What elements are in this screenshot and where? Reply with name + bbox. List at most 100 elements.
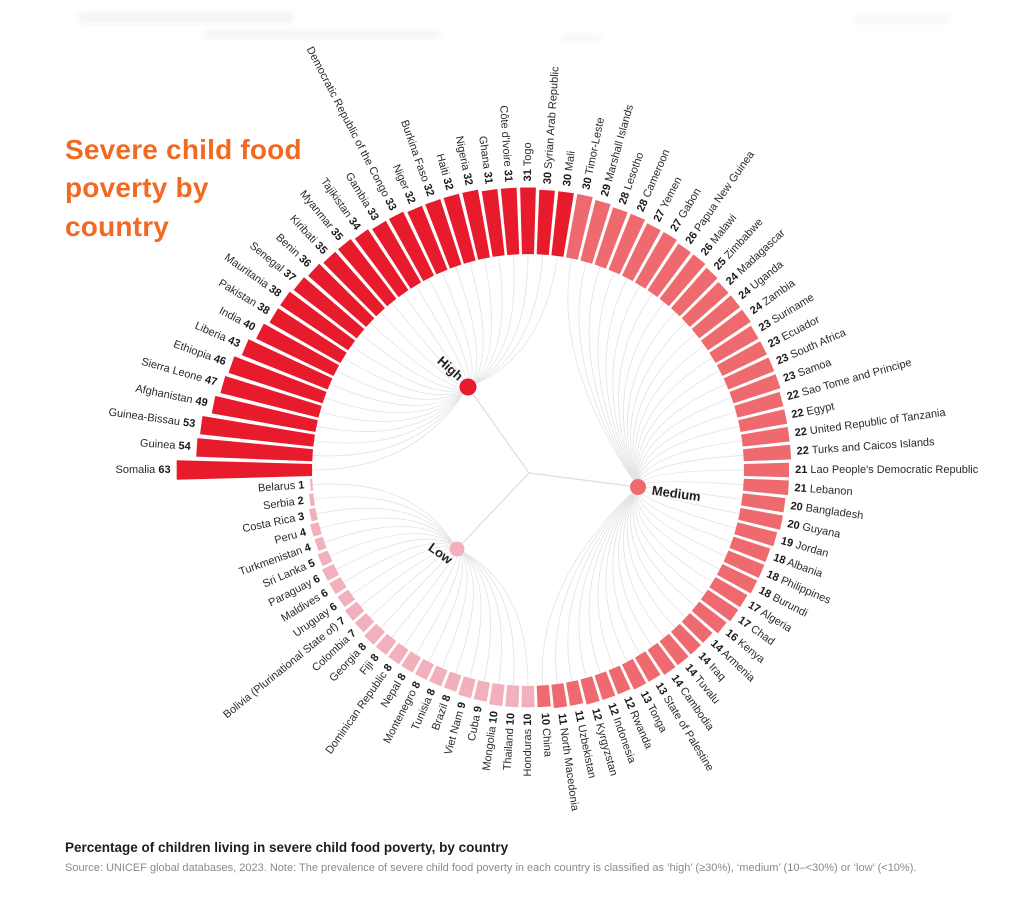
country-value: 10 xyxy=(522,714,534,726)
cluster-node-dot-low xyxy=(449,541,465,557)
country-bar xyxy=(709,325,759,363)
country-bar xyxy=(723,357,775,390)
country-value: 54 xyxy=(178,440,192,453)
country-label: Guinea 54 xyxy=(140,437,192,452)
country-value: 35 xyxy=(312,240,329,257)
link-curve xyxy=(626,486,676,629)
link-curve xyxy=(316,507,458,550)
country-value: 12 xyxy=(589,707,604,722)
country-bar xyxy=(458,676,476,699)
link-curve xyxy=(311,386,469,471)
country-value: 19 xyxy=(779,535,794,550)
country-bar xyxy=(723,550,765,578)
link-curve xyxy=(313,386,469,444)
country-value: 13 xyxy=(653,680,670,697)
country-label: 21 Lebanon xyxy=(794,482,853,498)
link-curve xyxy=(588,266,639,488)
country-bar xyxy=(659,633,689,666)
link-curve xyxy=(555,486,639,685)
country-value: 32 xyxy=(440,177,455,192)
country-value: 12 xyxy=(621,695,637,711)
country-value: 8 xyxy=(368,652,381,664)
country-label: 31 Togo xyxy=(522,142,534,181)
country-bar xyxy=(308,263,375,327)
country-bar xyxy=(329,577,347,595)
country-value: 10 xyxy=(487,710,501,724)
country-value: 7 xyxy=(346,627,359,640)
country-label: Ghana 31 xyxy=(476,135,494,185)
link-curve xyxy=(343,357,469,396)
country-bar xyxy=(429,665,448,687)
link-curve xyxy=(313,496,458,550)
link-curve xyxy=(637,397,732,488)
country-bar xyxy=(622,658,647,690)
country-value: 53 xyxy=(182,417,196,431)
country-value: 7 xyxy=(336,615,348,628)
country-value: 8 xyxy=(410,680,423,691)
country-label: 10 China xyxy=(539,712,554,758)
country-value: 37 xyxy=(281,267,298,284)
country-label: 22 Egypt xyxy=(790,401,835,422)
country-bar xyxy=(505,685,520,708)
country-value: 18 xyxy=(772,552,788,567)
country-value: 35 xyxy=(328,226,345,243)
link-curve xyxy=(634,345,705,488)
country-bar xyxy=(269,308,347,363)
country-bar xyxy=(700,589,739,622)
country-bar xyxy=(743,444,792,462)
country-bar xyxy=(241,339,333,390)
country-bar xyxy=(344,601,365,621)
link-curve xyxy=(467,253,529,388)
country-value: 32 xyxy=(460,172,474,186)
country-bar xyxy=(443,193,476,264)
link-curve xyxy=(635,357,713,488)
country-bar xyxy=(375,633,397,655)
country-label: Nigeria 32 xyxy=(453,135,475,187)
country-label: Cuba 9 xyxy=(466,705,485,742)
country-value: 23 xyxy=(757,318,774,335)
country-bar xyxy=(401,651,421,673)
country-bar xyxy=(566,680,584,706)
country-bar xyxy=(196,438,313,462)
country-bar xyxy=(671,623,701,655)
country-value: 9 xyxy=(472,705,485,713)
country-bar xyxy=(691,295,741,339)
country-bar xyxy=(734,522,778,547)
country-value: 20 xyxy=(786,518,800,532)
country-label: Côte d'Ivoire 31 xyxy=(497,105,514,182)
country-label: 21 Lao People's Democratic Republic xyxy=(795,464,979,476)
link-curve xyxy=(567,258,639,488)
country-bar xyxy=(323,251,385,317)
country-value: 8 xyxy=(440,693,453,703)
country-value: 8 xyxy=(382,662,395,674)
country-value: 38 xyxy=(255,301,272,318)
link-curve xyxy=(630,486,687,618)
link-curve xyxy=(541,486,639,686)
link-curve xyxy=(467,258,493,388)
link-curve xyxy=(567,486,639,682)
country-value: 13 xyxy=(638,689,654,705)
country-value: 34 xyxy=(346,215,363,233)
link-curve xyxy=(316,386,469,432)
country-bar xyxy=(200,416,315,447)
country-bar xyxy=(741,493,786,513)
country-bar xyxy=(681,282,729,327)
country-value: 10 xyxy=(505,712,518,725)
country-label: Ethiopia 46 xyxy=(172,338,228,368)
link-curve xyxy=(597,486,639,669)
country-bar xyxy=(473,680,490,702)
country-value: 32 xyxy=(421,182,436,198)
country-bar xyxy=(317,550,333,567)
country-bar xyxy=(309,493,315,507)
country-value: 29 xyxy=(599,183,614,198)
country-bar xyxy=(372,220,421,289)
cluster-node-dot-medium xyxy=(630,479,646,495)
link-curve xyxy=(455,548,474,674)
link-curve xyxy=(637,411,737,488)
country-value: 23 xyxy=(775,352,791,368)
country-bar xyxy=(716,341,767,376)
country-bar xyxy=(354,229,409,298)
country-value: 33 xyxy=(364,206,381,223)
country-label: 20 Guyana xyxy=(786,518,842,541)
